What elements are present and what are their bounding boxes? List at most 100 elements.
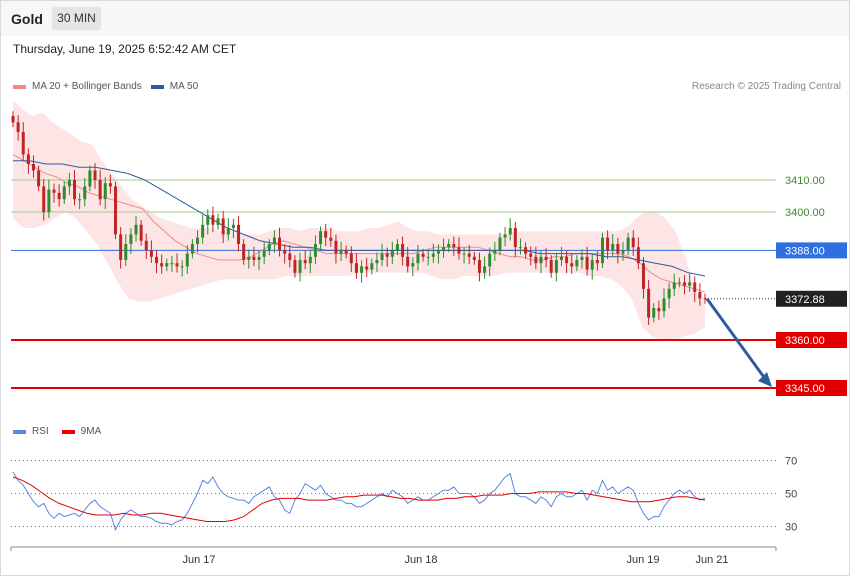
candle-body (631, 237, 635, 248)
candle-body (108, 183, 112, 187)
candle-body (139, 224, 143, 241)
candle-body (124, 244, 128, 260)
candle-body (585, 256, 589, 270)
candle-body (559, 256, 563, 260)
candle-body (196, 237, 200, 244)
candle-body (52, 189, 56, 193)
candle-body (278, 237, 282, 251)
timestamp: Thursday, June 19, 2025 6:52:42 AM CET (13, 42, 237, 56)
candle-body (288, 253, 292, 260)
candle-body (457, 247, 461, 254)
ma20-legend-label: MA 20 + Bollinger Bands (32, 81, 142, 92)
candle-body (155, 256, 159, 264)
candle-body (93, 170, 97, 180)
candle-body (524, 247, 528, 254)
ma50-line (13, 160, 706, 277)
candle-body (467, 253, 471, 257)
candle-body (303, 260, 307, 264)
candle-body (67, 180, 71, 187)
candle-body (549, 260, 553, 273)
candle-body (493, 250, 497, 254)
candle-body (201, 224, 205, 238)
candle-body (298, 260, 302, 273)
candle-body (641, 263, 645, 289)
candle-body (180, 266, 184, 268)
candle-body (544, 256, 548, 260)
candle-body (370, 263, 374, 270)
candle-body (62, 186, 66, 200)
candle-body (534, 256, 538, 264)
timeframe-button[interactable]: 30 MIN (52, 7, 101, 30)
candle-body (216, 218, 220, 225)
candle-body (570, 263, 574, 267)
candle-body (211, 215, 215, 225)
candle-body (488, 253, 492, 267)
candle-body (580, 256, 584, 260)
candle-body (529, 253, 533, 257)
candle-body (16, 122, 20, 132)
candle-body (262, 250, 266, 257)
candle-body (647, 288, 651, 318)
candle-body (652, 308, 656, 318)
candle-body (682, 282, 686, 286)
credit-text: Research © 2025 Trading Central (691, 81, 841, 92)
candle-body (365, 266, 369, 270)
candle-body (508, 228, 512, 235)
candle-body (472, 256, 476, 260)
candle-body (426, 256, 430, 258)
ma50-legend-label: MA 50 (169, 81, 199, 92)
candle-body (267, 244, 271, 251)
candle-body (477, 260, 481, 273)
candle-body (32, 164, 36, 171)
rsi-tick-label: 30 (785, 522, 797, 534)
candle-body (513, 228, 517, 248)
candle-body (170, 263, 174, 265)
candle-body (539, 256, 543, 264)
candle-body (575, 260, 579, 267)
candle-body (452, 244, 456, 248)
ma50-swatch (150, 84, 164, 89)
candle-body (442, 247, 446, 251)
candle-body (334, 240, 338, 254)
candle-body (483, 266, 487, 273)
x-tick-label: Jun 19 (626, 554, 659, 566)
candle-body (688, 282, 692, 286)
candle-body (360, 266, 364, 273)
candle-body (242, 244, 246, 260)
candle-body (257, 256, 261, 260)
candle-body (165, 263, 169, 267)
candle-body (349, 253, 353, 264)
candle-body (416, 253, 420, 264)
candle-body (611, 244, 615, 251)
candle-body (616, 244, 620, 254)
candle-body (11, 116, 15, 123)
candle-body (636, 247, 640, 264)
last-price-text: 3372.88 (785, 294, 825, 306)
forecast-arrow-head (758, 372, 772, 387)
candle-body (73, 180, 77, 200)
candle-body (119, 234, 123, 260)
candle-body (401, 244, 405, 257)
level-tag-3388.00 (776, 242, 847, 259)
candle-body (78, 199, 82, 201)
forecast-arrow-shaft (705, 297, 768, 381)
candle-body (88, 170, 92, 187)
candle-body (272, 237, 276, 244)
candle-body (175, 263, 179, 267)
x-tick-label: Jun 17 (182, 554, 215, 566)
candle-body (626, 237, 630, 251)
candle-body (129, 234, 133, 244)
rsi-swatch (13, 429, 26, 434)
candle-body (26, 154, 30, 164)
candle-body (37, 170, 41, 187)
candle-body (160, 263, 164, 267)
x-tick-label: Jun 21 (695, 554, 728, 566)
candle-body (114, 186, 118, 235)
candle-body (83, 186, 87, 200)
candle-body (134, 224, 138, 235)
candle-body (621, 250, 625, 254)
candle-body (590, 260, 594, 270)
ma9-legend-label: 9MA (80, 426, 102, 437)
candle-body (554, 260, 558, 273)
level-tag-text-3388.00: 3388.00 (785, 245, 825, 257)
